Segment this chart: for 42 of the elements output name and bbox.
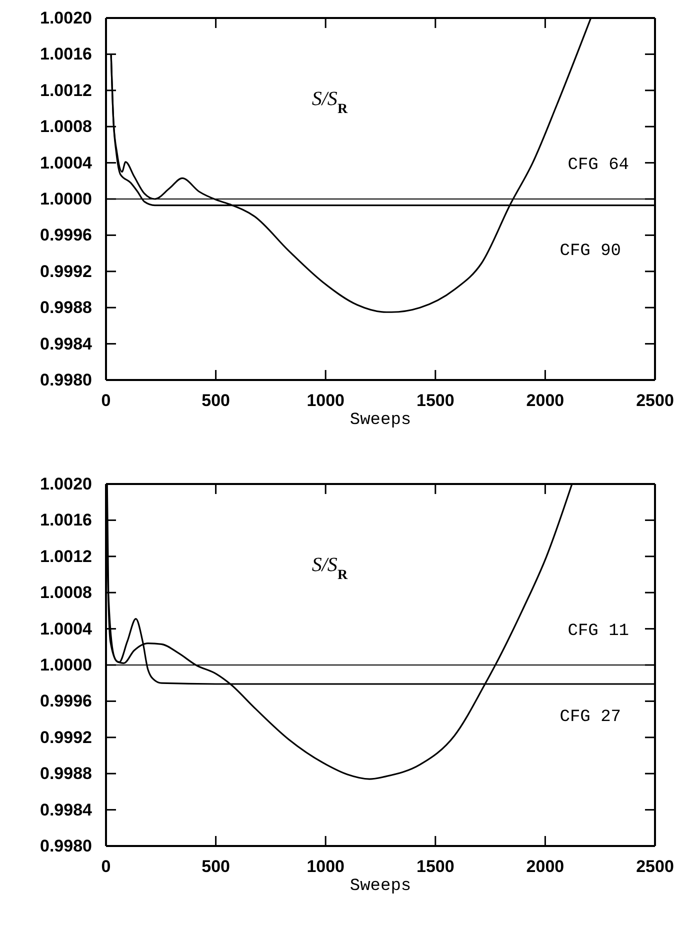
- x-tick-label: 0: [101, 857, 111, 876]
- x-axis-title: Sweeps: [350, 877, 412, 896]
- text: CFG 90: [560, 242, 621, 261]
- y-tick-label: 1.0012: [40, 546, 92, 566]
- y-tick-label: 0.9984: [40, 800, 93, 820]
- y-tick-label: 0.9992: [40, 262, 92, 281]
- y-tick-label: 0.9980: [40, 370, 92, 390]
- x-tick-label: 2500: [636, 857, 674, 876]
- y-tick-label: 0.9996: [40, 692, 92, 711]
- y-tick-label: 1.0016: [40, 510, 92, 530]
- legend-label: CFG 11: [568, 622, 629, 641]
- x-tick-label: 2500: [636, 391, 674, 410]
- y-tick-label: 0.9992: [40, 728, 92, 747]
- x-tick-label: 1000: [306, 857, 345, 876]
- x-tick-label: 1500: [416, 391, 454, 410]
- y-tick-label: 0.9988: [40, 764, 92, 784]
- annotation: S/S$_{R}$: [312, 88, 348, 116]
- series-label: CFG 27: [560, 708, 621, 727]
- x-tick-label: 2000: [526, 391, 564, 410]
- y-tick-label: 1.0000: [40, 655, 92, 674]
- y-tick-label: 1.0020: [40, 8, 92, 28]
- y-tick-label: 0.9988: [40, 298, 92, 318]
- x-tick-label: 1500: [416, 857, 454, 876]
- y-tick-label: 0.9996: [40, 226, 92, 245]
- legend-label: CFG 64: [568, 156, 629, 175]
- x-tick-label: 500: [202, 391, 230, 410]
- y-tick-label: 1.0020: [40, 474, 92, 494]
- x-tick-label: 0: [101, 391, 111, 410]
- y-tick-label: 1.0004: [40, 153, 93, 172]
- x-tick-label: 1000: [306, 391, 345, 410]
- y-tick-label: 0.9980: [40, 836, 92, 856]
- y-tick-label: 1.0008: [40, 117, 92, 136]
- y-tick-label: 1.0004: [40, 619, 93, 638]
- y-tick-label: 1.0016: [40, 44, 92, 64]
- x-tick-label: 2000: [526, 857, 564, 876]
- y-tick-label: 1.0008: [40, 583, 92, 602]
- y-tick-label: 1.0000: [40, 189, 92, 208]
- x-axis-title: Sweeps: [350, 411, 412, 430]
- y-tick-label: 0.9984: [40, 334, 93, 354]
- annotation: S/S$_{R}$: [312, 554, 348, 582]
- y-tick-label: 1.0012: [40, 80, 92, 100]
- x-tick-label: 500: [202, 857, 230, 876]
